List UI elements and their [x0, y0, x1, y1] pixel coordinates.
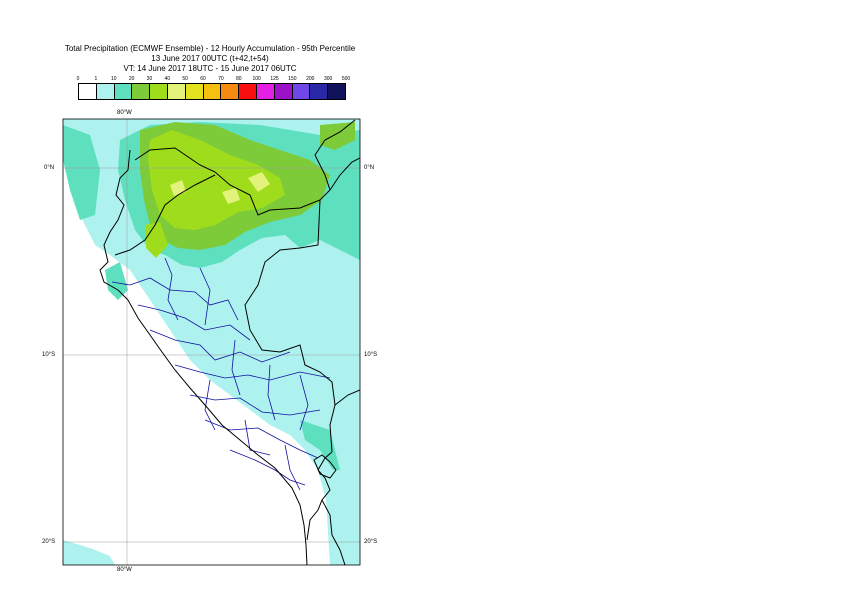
- lake-titicaca: [313, 454, 337, 479]
- map-frame: [62, 118, 361, 566]
- lat-label-left-20s: 20°S: [42, 539, 56, 545]
- legend-swatch: [79, 84, 97, 99]
- precip-10mm-west: [63, 125, 100, 220]
- legend-label: 20: [128, 76, 135, 82]
- legend-swatch: [221, 84, 240, 99]
- legend-label: 10: [110, 76, 117, 82]
- legend-label: 80: [236, 76, 242, 82]
- legend-label: 70: [218, 76, 224, 82]
- legend-swatch: [203, 84, 222, 99]
- legend-swatch: [114, 84, 133, 99]
- legend-label: 0: [76, 76, 80, 82]
- legend-label: 60: [200, 76, 206, 82]
- legend-label: 50: [182, 76, 188, 82]
- precip-40mm-spot-1: [248, 172, 270, 192]
- lon-label-top: 80°W: [117, 110, 132, 116]
- legend-swatch: [239, 84, 257, 99]
- legend-labels: 0 1 10 20 30 40 50 60 70 80 100 125 150 200 300 500: [76, 76, 351, 84]
- border-peru-bolivia: [306, 451, 333, 541]
- lon-label-bottom: 80°W: [117, 567, 132, 573]
- legend-swatch: [167, 84, 186, 99]
- legend-label: 30: [146, 76, 153, 82]
- border-colombia-venezuela: [329, 157, 360, 191]
- border-colombia-ecuador-peru: [134, 119, 356, 216]
- legend-swatch: [132, 84, 151, 99]
- legend-swatch: [292, 84, 311, 99]
- precip-10mm-south: [300, 420, 340, 470]
- title-line-1: Total Precipitation (ECMWF Ensemble) - 1…: [64, 44, 356, 53]
- province-boundaries: [111, 257, 331, 491]
- coastline: [99, 149, 308, 565]
- title-line-3: VT: 14 June 2017 18UTC - 15 June 2017 06…: [123, 64, 297, 73]
- legend-swatches: [78, 83, 346, 100]
- legend-swatch: [274, 84, 293, 99]
- legend-swatch: [150, 84, 168, 99]
- legend-label: 1: [94, 76, 98, 82]
- precip-40mm-spot-3: [170, 180, 186, 196]
- grid-lines: [63, 119, 360, 565]
- legend-label: 100: [252, 76, 261, 82]
- legend-swatch: [96, 84, 115, 99]
- legend-swatch: [256, 84, 275, 99]
- legend-swatch: [185, 84, 204, 99]
- lat-label-right-10s: 10°S: [364, 352, 378, 358]
- lat-label-left-0: 0°N: [44, 165, 55, 171]
- legend-label: 40: [164, 76, 171, 82]
- legend-label: 125: [270, 76, 279, 82]
- color-legend: 0 1 10 20 30 40 50 60 70 80 100 125 150 200 300 500: [76, 76, 351, 100]
- map-title: Total Precipitation (ECMWF Ensemble) - 1…: [40, 44, 380, 74]
- lat-label-left-10s: 10°S: [42, 352, 56, 358]
- legend-swatch: [328, 84, 345, 99]
- legend-swatch: [310, 84, 329, 99]
- precip-20mm-patch: [320, 122, 355, 150]
- border-bolivia-chile: [321, 499, 346, 565]
- country-boundaries: [99, 119, 360, 565]
- border-peru-brazil: [244, 199, 336, 453]
- precip-30mm-area: [148, 130, 285, 230]
- legend-label: 300: [323, 76, 333, 82]
- map-field: [63, 119, 360, 565]
- lat-label-right-20s: 20°S: [364, 539, 378, 545]
- legend-label: 150: [288, 76, 297, 82]
- precip-10mm-north: [105, 262, 128, 300]
- precip-1mm-coast-strip: [63, 540, 115, 565]
- title-line-2: 13 June 2017 00UTC (t+42,t+54): [151, 54, 269, 63]
- border-ecuador-peru: [114, 174, 216, 256]
- lat-label-right-0: 0°N: [364, 165, 375, 171]
- legend-label: 200: [306, 76, 315, 82]
- legend-label: 500: [341, 76, 351, 82]
- border-brazil-bolivia: [334, 389, 360, 406]
- precip-40mm-spot-2: [222, 188, 240, 204]
